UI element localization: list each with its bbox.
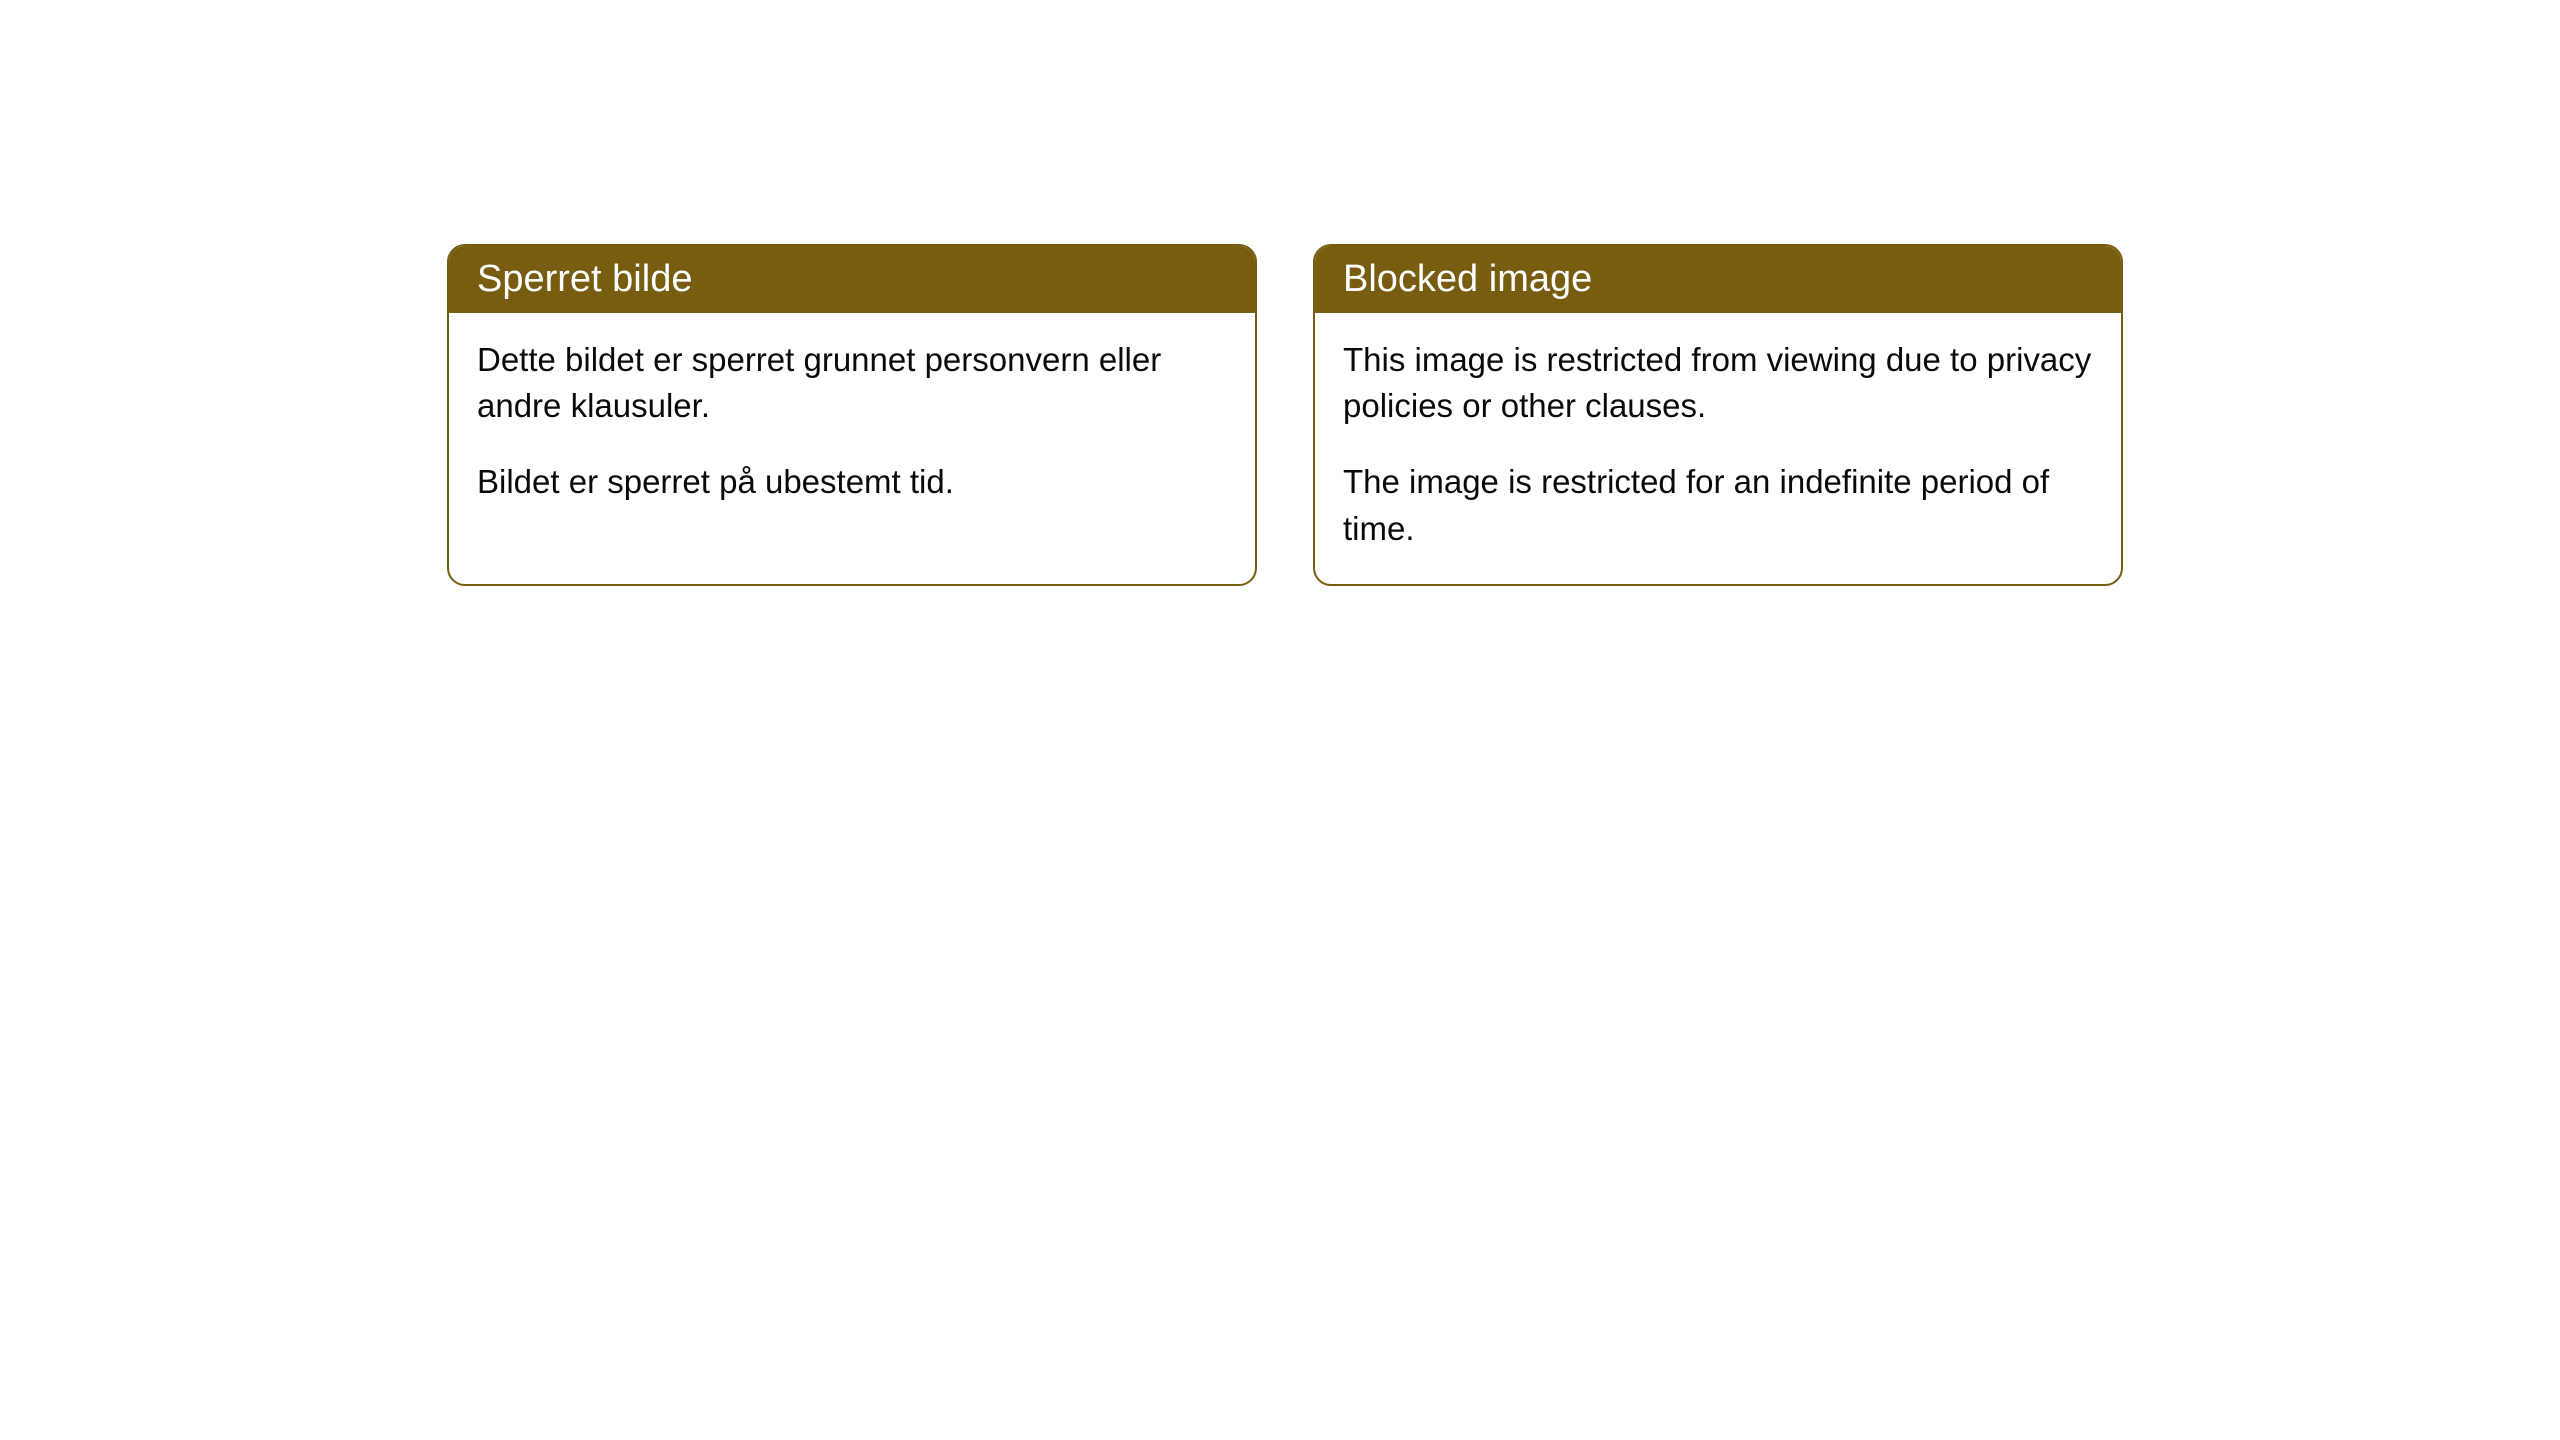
card-paragraph: The image is restricted for an indefinit… <box>1343 459 2093 551</box>
notice-cards-container: Sperret bilde Dette bildet er sperret gr… <box>0 0 2560 586</box>
card-paragraph: This image is restricted from viewing du… <box>1343 337 2093 429</box>
card-title: Blocked image <box>1343 258 1592 300</box>
card-body: Dette bildet er sperret grunnet personve… <box>449 313 1255 538</box>
card-body: This image is restricted from viewing du… <box>1315 313 2121 584</box>
card-header: Sperret bilde <box>449 246 1255 313</box>
card-paragraph: Bildet er sperret på ubestemt tid. <box>477 459 1227 505</box>
blocked-image-card-norwegian: Sperret bilde Dette bildet er sperret gr… <box>447 244 1257 586</box>
blocked-image-card-english: Blocked image This image is restricted f… <box>1313 244 2123 586</box>
card-paragraph: Dette bildet er sperret grunnet personve… <box>477 337 1227 429</box>
card-header: Blocked image <box>1315 246 2121 313</box>
card-title: Sperret bilde <box>477 258 692 300</box>
